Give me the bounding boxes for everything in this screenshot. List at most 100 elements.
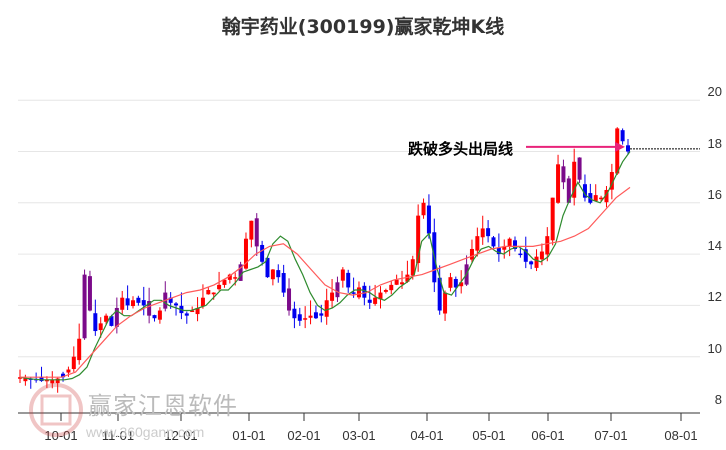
candle-body — [572, 161, 577, 198]
candle-body — [599, 197, 604, 200]
x-tick-label: 01-01 — [232, 428, 266, 443]
candle-body — [513, 240, 518, 249]
x-tick-label: 12-01 — [164, 428, 198, 443]
candle-body — [400, 282, 405, 285]
candle-body — [426, 205, 431, 234]
candle-body — [249, 220, 254, 240]
candle-body — [130, 300, 135, 307]
candle-body — [233, 277, 238, 279]
candle-body — [136, 297, 141, 303]
candle-body — [44, 379, 49, 382]
candle-body — [324, 300, 329, 317]
y-tick-label: 8 — [714, 392, 722, 407]
watermark-url: www.360gann.com — [86, 424, 205, 440]
candle-body — [61, 373, 66, 378]
candle-body — [615, 128, 620, 174]
candle-body — [82, 274, 87, 339]
candle-body — [529, 261, 534, 265]
candle-body — [539, 251, 544, 260]
y-tick-label: 20 — [707, 84, 722, 100]
candle-body — [443, 292, 448, 314]
candle-body — [174, 303, 179, 306]
candle-body — [206, 290, 211, 295]
candle-body — [98, 323, 103, 330]
ma-long-line — [20, 186, 631, 378]
candle-body — [335, 282, 340, 298]
arrow-head-icon — [615, 141, 625, 152]
candle-body — [593, 195, 598, 201]
y-tick-label: 12 — [707, 289, 722, 305]
candle-body — [292, 308, 297, 319]
candle-body — [389, 284, 394, 291]
candle-body — [437, 277, 442, 311]
candle-body — [502, 246, 507, 250]
watermark-brand: 赢家江恩软件 — [88, 392, 238, 420]
candle-body — [50, 379, 55, 384]
candle-body — [469, 248, 474, 260]
candle-body — [297, 314, 302, 321]
candle-body — [405, 274, 410, 282]
candle-body — [168, 297, 173, 303]
candle-body — [265, 257, 270, 278]
candle-body — [227, 274, 232, 280]
chart-title: 翰宇药业(300199)赢家乾坤K线 — [221, 16, 505, 38]
candle-body — [217, 284, 222, 290]
y-tick-label: 18 — [707, 135, 722, 151]
candle-body — [270, 269, 275, 280]
candle-body — [254, 218, 259, 247]
candle-body — [39, 376, 44, 382]
candle-body — [362, 285, 367, 298]
candle-body — [556, 164, 561, 203]
candle-body — [604, 189, 609, 203]
ma-short-line — [19, 151, 631, 381]
candle-body — [287, 288, 292, 311]
candle-body — [416, 215, 421, 264]
candle-body — [507, 238, 512, 248]
candle-body — [582, 184, 587, 198]
x-tick-label: 03-01 — [342, 428, 376, 443]
candle-body — [340, 269, 345, 281]
candle-body — [308, 315, 313, 318]
candle-body — [281, 273, 286, 293]
candle-body — [114, 307, 119, 327]
candle-body — [566, 178, 571, 203]
candle-body — [195, 307, 200, 315]
x-tick-label: 07-01 — [594, 428, 628, 443]
x-tick-label: 05-01 — [472, 428, 506, 443]
candle-body — [260, 244, 265, 262]
candle-body — [313, 312, 318, 319]
x-tick-label: 10-01 — [44, 428, 78, 443]
candle-body — [18, 377, 22, 379]
candle-body — [141, 300, 146, 306]
candle-body — [459, 282, 464, 287]
y-tick-label: 10 — [707, 340, 722, 356]
candle-body — [243, 238, 248, 269]
candle-body — [87, 276, 92, 311]
candle-body — [378, 292, 383, 300]
y-tick-label: 16 — [707, 186, 722, 202]
candle-body — [523, 249, 528, 262]
candle-body — [93, 313, 98, 332]
candle-body — [71, 356, 76, 370]
candle-body — [534, 256, 539, 268]
candle-body — [55, 378, 60, 384]
candle-body — [276, 270, 281, 278]
candle-body — [550, 197, 555, 241]
candle-body — [200, 297, 205, 307]
candle-body — [104, 315, 109, 322]
y-tick-label: 14 — [707, 238, 722, 254]
candle-body — [545, 236, 550, 255]
candle-body — [330, 292, 335, 301]
candle-body — [152, 315, 157, 319]
candle-body — [211, 292, 216, 295]
candle-body — [125, 298, 130, 306]
candle-body — [448, 277, 453, 288]
candle-body — [147, 301, 152, 316]
candle-body — [77, 338, 82, 361]
candle-body — [383, 290, 388, 292]
candle-body — [346, 272, 351, 288]
candle-body — [157, 310, 162, 320]
candle-body — [120, 297, 125, 310]
x-tick-label: 11-01 — [101, 428, 135, 443]
